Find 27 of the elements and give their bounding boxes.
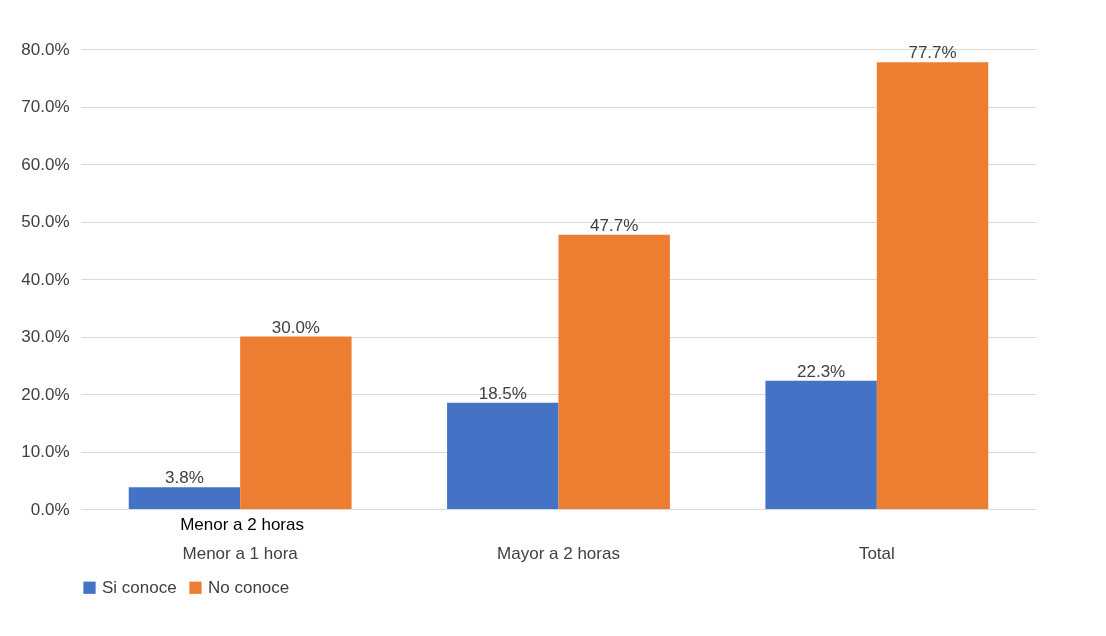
bar [876,62,989,509]
x-tick-label: Mayor a 2 horas [497,543,620,563]
legend-label: No conoce [208,577,290,597]
data-label: 18.5% [478,383,527,403]
x-tick-label: Total [858,543,895,563]
y-tick-label: 10.0% [21,442,70,461]
y-tick-label: 60.0% [21,154,70,174]
data-label: 47.7% [590,215,639,235]
y-tick-label: 80.0% [21,39,70,59]
bar [765,380,877,509]
bar [240,336,352,509]
y-tick-label: 0.0% [30,499,70,519]
data-label: 30.0% [271,317,320,337]
y-tick-label: 70.0% [21,97,70,116]
y-tick-label: 50.0% [21,212,70,231]
y-tick-label: 30.0% [21,327,70,346]
text: Menor a 2 horas [180,515,304,534]
bar [128,487,241,509]
data-label: 77.7% [908,43,957,63]
y-tick-label: 40.0% [21,269,70,289]
y-tick-label: 20.0% [21,384,70,404]
bar [558,234,670,509]
data-label: 3.8% [165,468,204,488]
legend-label: Si conoce [102,577,177,597]
bar [447,402,559,509]
data-label: 22.3% [797,361,846,381]
x-tick-label: Menor a 1 hora [182,543,299,563]
